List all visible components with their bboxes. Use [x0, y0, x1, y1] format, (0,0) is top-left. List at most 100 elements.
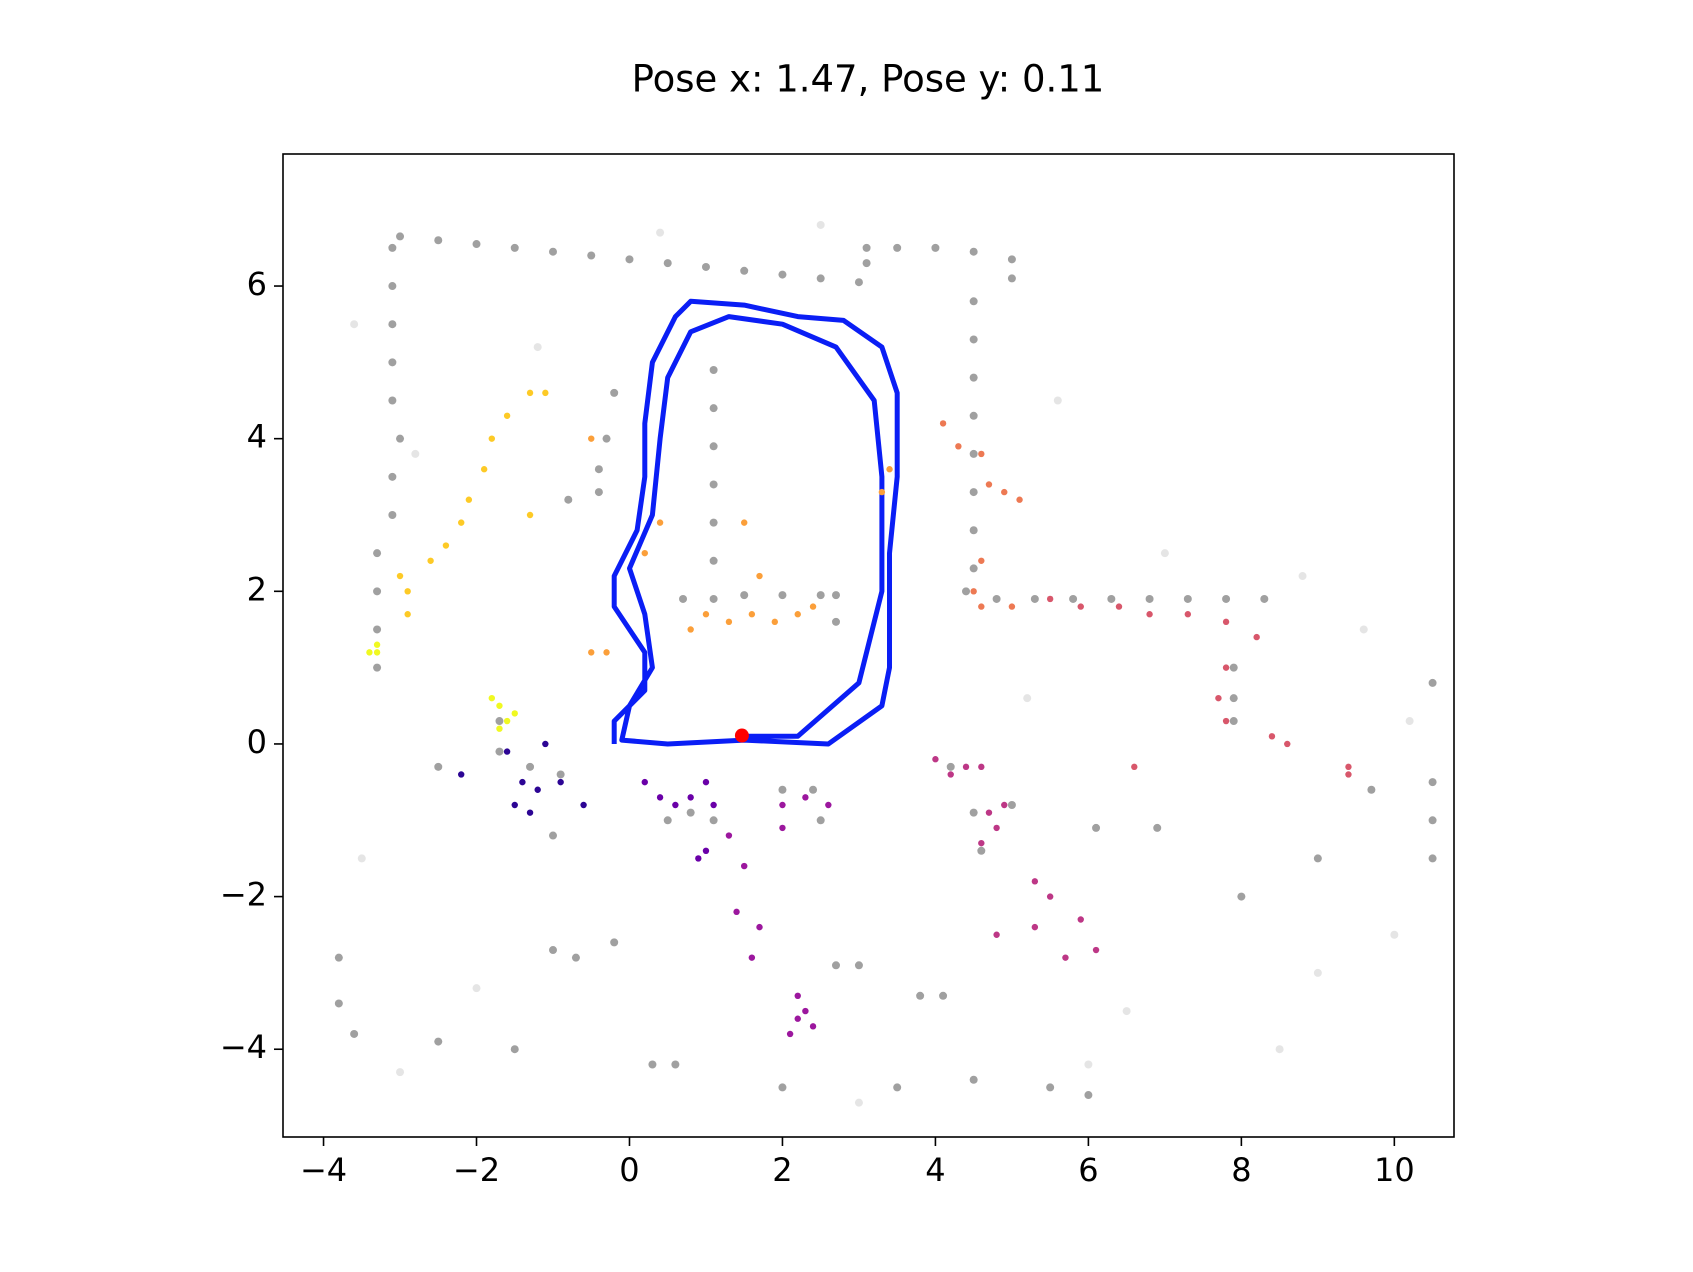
map-point [411, 449, 420, 458]
map-point [472, 984, 481, 993]
map-point [969, 564, 978, 573]
map-point [962, 587, 971, 596]
map-point [1428, 816, 1437, 825]
map-point [396, 232, 405, 241]
points-point [1046, 595, 1054, 603]
map-point [1007, 255, 1016, 264]
map-point [373, 587, 382, 596]
points-point [1215, 694, 1222, 702]
map-point [373, 625, 382, 634]
points-point [702, 847, 710, 855]
points-point [978, 603, 985, 610]
points-point [588, 435, 595, 442]
points-point [825, 801, 832, 809]
points-point [458, 519, 465, 526]
map-point [564, 495, 573, 504]
map-point [1428, 854, 1437, 863]
map-point [778, 1083, 787, 1092]
points-point [534, 786, 541, 793]
map-point [709, 816, 718, 825]
map-point [388, 510, 397, 519]
map-point [854, 961, 863, 970]
map-point [1298, 572, 1307, 581]
points-point [1222, 618, 1230, 626]
points-point [993, 824, 1000, 832]
trajectory [611, 298, 900, 747]
points-point [1284, 740, 1291, 748]
map-point [969, 335, 978, 344]
points-point [978, 557, 985, 564]
points-point [741, 862, 748, 870]
points-point [1077, 916, 1084, 923]
map-point [548, 247, 557, 256]
map-point [969, 247, 978, 256]
points-point [1001, 801, 1008, 809]
map-point [946, 762, 955, 771]
map-point [686, 808, 695, 817]
map-point [1046, 1083, 1055, 1092]
points-point [641, 549, 648, 557]
map-point [526, 762, 535, 771]
y-tick-label: 4 [247, 418, 267, 456]
map-point [1313, 968, 1322, 977]
map-point [1069, 594, 1078, 603]
points-point [947, 771, 954, 778]
map-point [709, 365, 718, 374]
map-point [373, 663, 382, 672]
points-point [955, 443, 962, 450]
points-point [741, 519, 748, 526]
points-point [1115, 603, 1123, 610]
map-point [854, 1098, 863, 1107]
points-point [985, 481, 993, 488]
map-point [472, 240, 481, 249]
points-point [373, 649, 381, 656]
map-point [1092, 823, 1101, 832]
points-point [1268, 733, 1276, 740]
points-point [1131, 763, 1138, 771]
map-point [1229, 663, 1238, 672]
points-point [1222, 664, 1230, 671]
map-point [969, 297, 978, 306]
points-point [978, 450, 985, 458]
map-point [939, 991, 948, 1000]
points-point [962, 763, 970, 771]
map-point [610, 388, 619, 397]
map-point [396, 1068, 405, 1077]
points-point [1008, 603, 1016, 610]
map-point [1084, 1060, 1093, 1069]
y-tick-label: −2 [220, 876, 267, 914]
points-point [794, 611, 801, 618]
points-point [542, 389, 549, 397]
map-point [816, 591, 825, 600]
map-point [594, 488, 603, 497]
points-point [687, 626, 694, 633]
map-point [388, 358, 397, 367]
points-point [1253, 633, 1260, 641]
map-point [350, 320, 359, 329]
map-point [831, 617, 840, 626]
y-tick-label: 2 [247, 570, 267, 608]
map-point [679, 594, 688, 603]
map-point [571, 953, 580, 962]
y-tick-label: 0 [247, 723, 267, 761]
map-point [663, 259, 672, 268]
map-point [1007, 801, 1016, 810]
x-tick-label: 10 [1374, 1151, 1415, 1189]
points-point [1062, 954, 1069, 961]
points-point [1001, 488, 1008, 496]
map-point [862, 259, 871, 268]
map-point [709, 518, 718, 527]
points-point [542, 740, 549, 748]
points-point [756, 923, 763, 931]
points-point [710, 801, 717, 809]
map-point [778, 785, 787, 794]
map-point [709, 442, 718, 451]
map-point [495, 747, 504, 756]
points-point [404, 588, 411, 595]
map-point [625, 255, 634, 264]
map-point [587, 251, 596, 260]
map-point [854, 278, 863, 287]
points-point [702, 611, 710, 618]
points-point [427, 557, 434, 564]
map-point [969, 526, 978, 535]
